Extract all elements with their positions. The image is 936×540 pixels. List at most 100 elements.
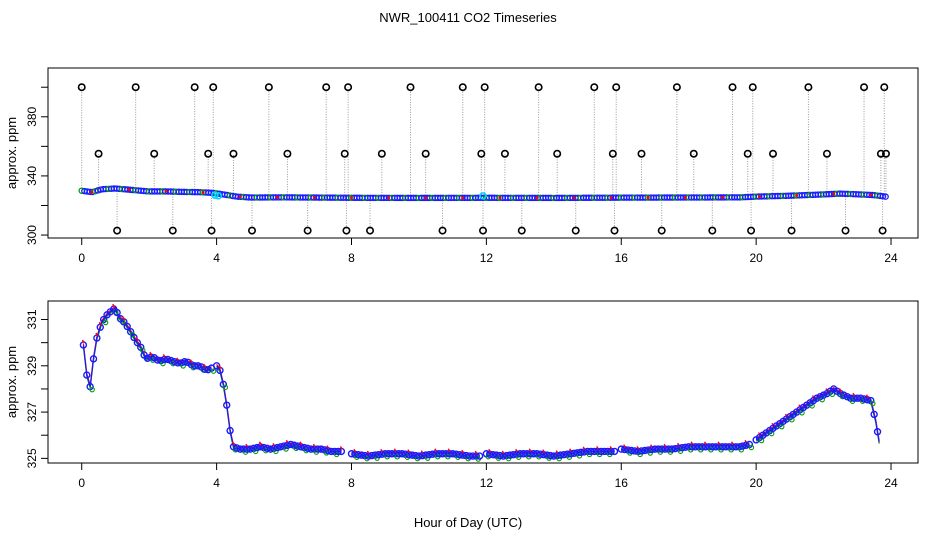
series-point: [164, 355, 172, 364]
spike-point: [804, 83, 813, 92]
series-point: [873, 428, 882, 436]
spike-point: [131, 83, 140, 92]
spike-point: [571, 226, 580, 235]
spike-point: [517, 226, 526, 235]
series-point: [658, 445, 666, 453]
series-point: [327, 447, 335, 456]
series-point: [546, 451, 555, 460]
series-point-green: [748, 444, 755, 451]
spike-point: [77, 83, 86, 92]
series-point: [637, 447, 646, 455]
series-point-red: [865, 394, 870, 399]
cyan-point: [479, 192, 487, 200]
series-point: [506, 451, 514, 459]
series-point: [853, 394, 862, 402]
mean-point-red: [498, 196, 502, 200]
series-point-green: [180, 363, 186, 369]
mean-point-red: [758, 195, 762, 199]
series-line-red: [216, 364, 342, 451]
plot-frame: [47, 67, 919, 239]
top-panel: 0 4 8 12 16 20 24 300 340 380 approx. ppm: [4, 67, 919, 265]
y-tick-label: 331: [25, 309, 39, 329]
series-point: [194, 362, 202, 370]
series-point: [519, 450, 528, 458]
series-point-red: [149, 351, 153, 356]
series-point: [236, 445, 244, 453]
spike-point: [728, 83, 737, 92]
spike-point: [880, 83, 889, 92]
mean-point: [882, 193, 889, 200]
spike-point: [366, 226, 375, 235]
y-axis-title: approx. ppm: [4, 346, 19, 418]
x-tick-label: 20: [749, 476, 763, 490]
series-point: [253, 443, 261, 452]
x-tick-label: 12: [480, 476, 494, 490]
mean-point-red: [238, 195, 242, 199]
series-point-green: [870, 400, 876, 407]
series-point: [870, 410, 878, 419]
series-point-red: [135, 337, 139, 342]
spike-point: [612, 83, 621, 92]
series-point: [560, 450, 568, 459]
spike-point: [340, 149, 349, 158]
series-point: [631, 447, 639, 455]
mean-point-red: [164, 189, 168, 193]
series-point: [415, 452, 423, 460]
series-point: [489, 450, 497, 459]
mean-point-red: [387, 196, 391, 200]
series-point: [89, 355, 98, 363]
series-point-red: [231, 441, 236, 446]
spike-point: [478, 226, 487, 235]
spike-point: [822, 149, 831, 158]
series-point: [398, 450, 406, 458]
x-tick-label: 16: [615, 251, 629, 265]
series-point: [226, 426, 234, 435]
series-point-green: [738, 447, 745, 453]
series-line-blue: [216, 365, 342, 452]
series-point: [276, 443, 285, 451]
series-point: [738, 442, 747, 450]
x-tick-label: 24: [884, 251, 898, 265]
spike-point: [480, 83, 489, 92]
spike-point: [689, 149, 698, 158]
series-point-green: [160, 360, 166, 367]
series-point: [435, 450, 443, 458]
series-point: [681, 443, 690, 451]
series-point-red: [407, 449, 411, 454]
series-point: [438, 450, 447, 458]
spike-point: [743, 149, 752, 158]
y-tick-label: 325: [25, 448, 39, 468]
bottom-panel: 0 4 8 12 16 20 24 325 327 329 331 approx. ppm: [4, 300, 919, 490]
series-point-red: [488, 448, 492, 453]
spike-point: [637, 149, 646, 158]
series-point: [287, 440, 295, 449]
spike-point: [229, 149, 238, 158]
series-point-red: [81, 339, 85, 344]
mean-point-red: [424, 196, 428, 200]
mean-point-red: [869, 193, 873, 197]
x-tick-label: 4: [213, 251, 220, 265]
series-point: [388, 450, 396, 458]
series-point: [597, 447, 605, 456]
spike-point: [377, 149, 386, 158]
series-point: [307, 445, 315, 453]
series-point: [496, 451, 504, 460]
spike-point: [747, 226, 756, 235]
series-point-red: [112, 303, 116, 308]
spike-point: [406, 83, 415, 92]
spike-point: [672, 83, 681, 92]
series-point: [153, 356, 162, 364]
series-point: [718, 443, 727, 451]
mean-point-red: [201, 190, 205, 194]
mean-point-red: [572, 196, 576, 200]
series-point: [113, 308, 121, 317]
mean-point-red: [275, 195, 279, 199]
series-point: [354, 450, 362, 459]
x-tick-label: 0: [78, 476, 85, 490]
series-point-red: [326, 445, 330, 450]
series-point-red: [98, 321, 102, 326]
series-point: [408, 451, 416, 459]
series-point: [671, 444, 679, 453]
mean-point-red: [683, 196, 687, 200]
chart-title: NWR_100411 CO2 Timeseries: [379, 10, 557, 25]
